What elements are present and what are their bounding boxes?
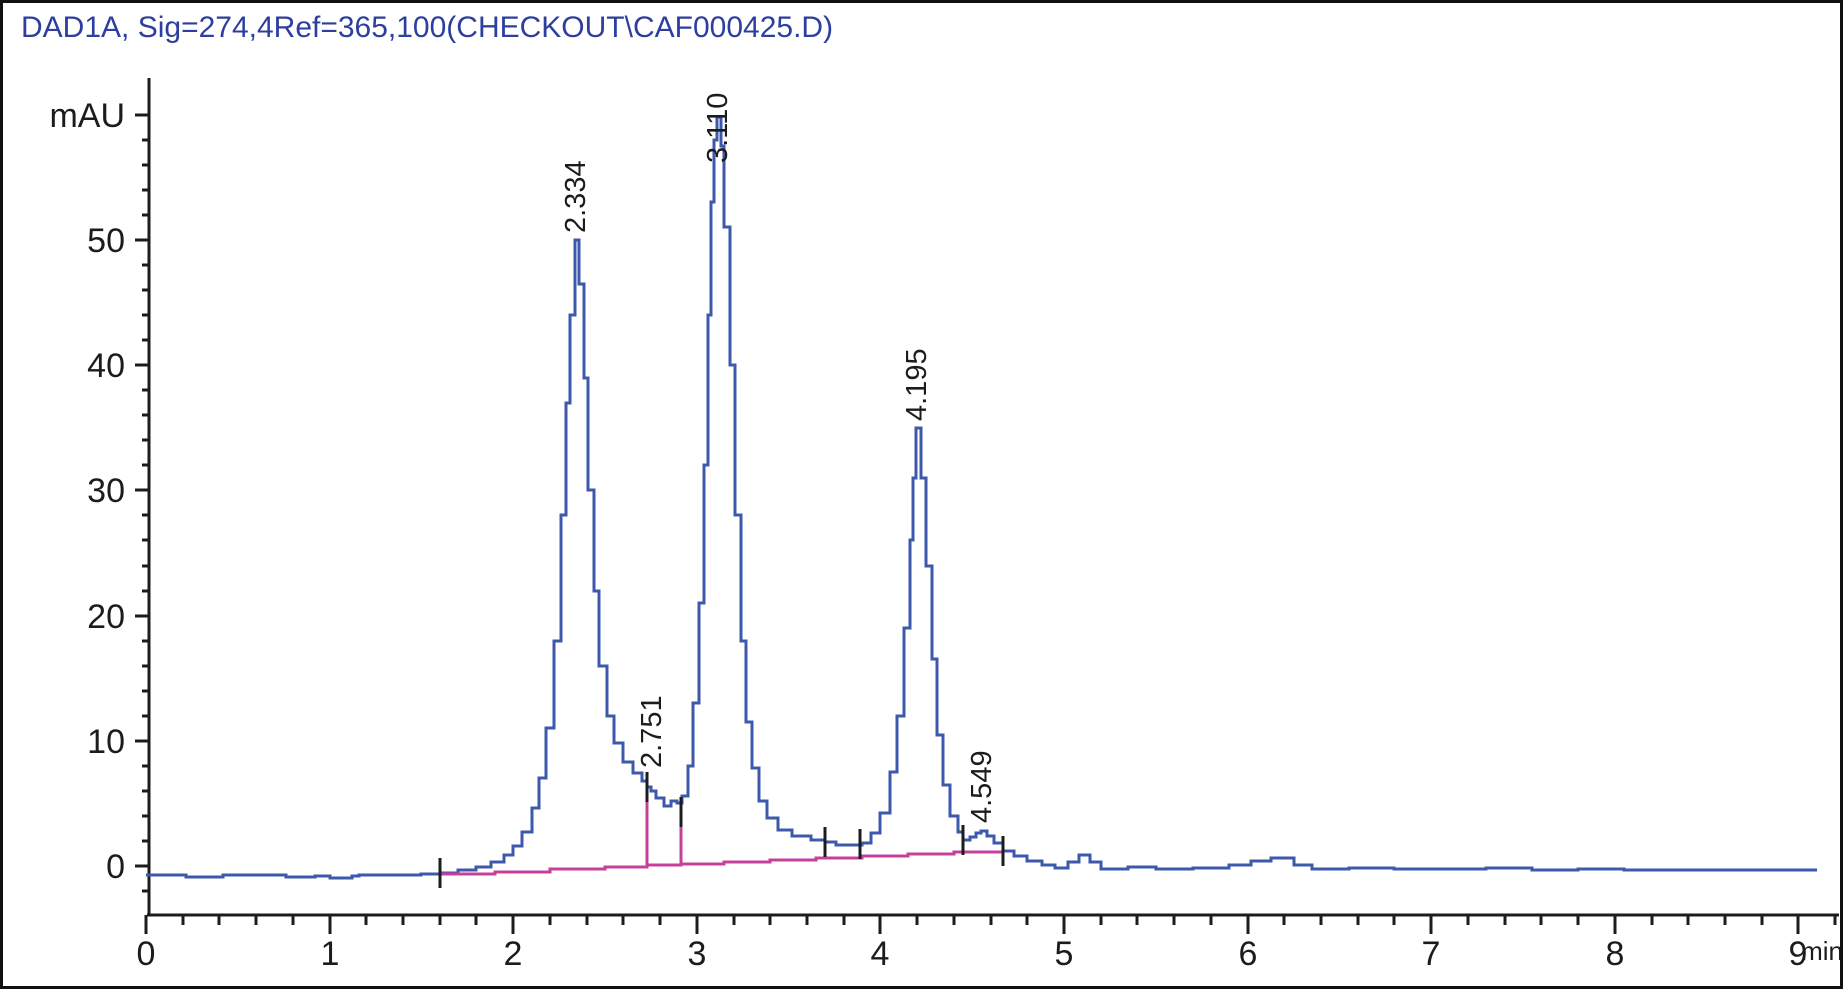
x-tick-label: 3: [688, 935, 707, 973]
x-tick-label: 2: [504, 935, 523, 973]
x-tick-label: 7: [1422, 935, 1441, 973]
x-tick-label: 4: [871, 935, 890, 973]
y-tick-label: 40: [87, 347, 125, 385]
integration-baseline: [440, 850, 1005, 876]
peak-rt-label: 3.110: [702, 93, 734, 163]
y-tick-label: 30: [87, 472, 125, 510]
peak-rt-label: 2.751: [636, 695, 668, 768]
y-tick-label: 50: [87, 222, 125, 260]
y-tick-label: 0: [106, 848, 125, 886]
x-tick-label: 9: [1789, 935, 1808, 973]
x-tick-label: 6: [1239, 935, 1258, 973]
peak-rt-label: 2.334: [560, 160, 592, 233]
y-axis-unit-label: mAU: [49, 97, 125, 135]
y-tick-label: 10: [87, 723, 125, 761]
x-tick-label: 0: [137, 935, 156, 973]
x-axis-unit-label: min: [1801, 936, 1843, 966]
chromatogram-trace: [146, 115, 1817, 880]
x-tick-label: 5: [1055, 935, 1074, 973]
peak-rt-label: 4.195: [901, 348, 933, 421]
y-tick-label: 20: [87, 598, 125, 636]
peak-rt-label: 4.549: [966, 750, 998, 823]
chromatogram-title: DAD1A, Sig=274,4Ref=365,100(CHECKOUT\CAF…: [21, 11, 834, 44]
x-tick-label: 1: [321, 935, 340, 973]
x-tick-label: 8: [1606, 935, 1625, 973]
